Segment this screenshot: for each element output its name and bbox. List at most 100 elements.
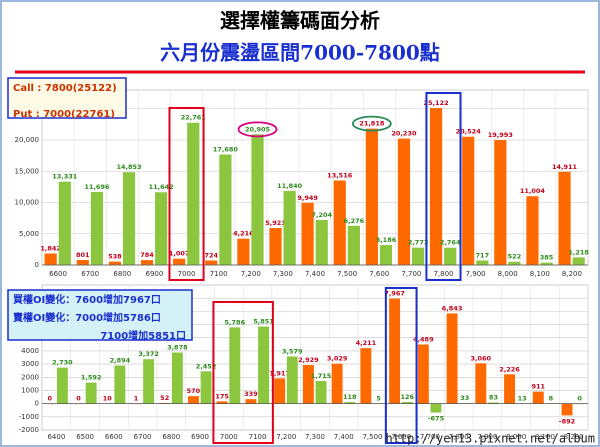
x-tick-label: 7,700: [420, 433, 440, 441]
value-label: 0: [76, 395, 81, 403]
value-label: 1,592: [81, 374, 102, 382]
bar: [333, 180, 346, 265]
value-label: 2,894: [110, 356, 131, 364]
highlight-ellipse: [351, 115, 392, 132]
x-tick-label: 8,200: [564, 433, 584, 441]
x-tick-label: 7,400: [305, 270, 325, 278]
annotation-text: Put : 7000(22761): [13, 109, 115, 120]
bar: [572, 257, 585, 265]
x-tick-label: 7,200: [276, 433, 296, 441]
value-label: 11,004: [520, 187, 546, 195]
value-label: 3,579: [282, 347, 303, 355]
x-tick-label: 6700: [81, 270, 99, 278]
x-tick-label: 7,400: [334, 433, 354, 441]
value-label: 11,696: [84, 183, 110, 191]
value-label: 11,642: [149, 183, 174, 191]
bar: [379, 245, 393, 265]
value-label: 538: [108, 253, 122, 261]
bar: [122, 172, 136, 265]
value-label: 2,730: [52, 359, 73, 367]
bar: [430, 403, 442, 413]
x-tick-label: 7,800: [433, 270, 453, 278]
value-label: 1,715: [311, 372, 332, 380]
x-tick-label: 7100: [249, 433, 267, 441]
value-label: 724: [204, 251, 218, 259]
value-label: 0: [577, 395, 582, 403]
value-label: 5,921: [265, 219, 286, 227]
annotation-box: [7, 289, 193, 341]
x-tick-label: 7,900: [466, 270, 486, 278]
value-label: 784: [140, 251, 154, 259]
bar: [274, 378, 286, 404]
bar: [397, 138, 411, 265]
highlight-box: [425, 92, 462, 281]
x-tick-label: 6800: [162, 433, 180, 441]
value-label: 14,911: [552, 163, 578, 171]
value-label: 5,786: [225, 318, 246, 326]
x-tick-label: 8,000: [506, 433, 526, 441]
annotation-text: Call : 7800(25122): [13, 83, 117, 94]
value-label: 20,524: [456, 128, 482, 136]
bar: [561, 403, 573, 416]
bar: [108, 261, 122, 265]
highlight-box: [168, 107, 205, 281]
value-label: 1,218: [568, 248, 589, 256]
bar: [532, 391, 544, 404]
bar: [360, 348, 372, 404]
x-tick-label: 6600: [49, 270, 67, 278]
bar: [258, 326, 270, 404]
value-label: 3,186: [376, 236, 397, 244]
bar: [58, 181, 71, 265]
value-label: 4,216: [233, 230, 254, 238]
x-tick-label: 8,100: [530, 270, 550, 278]
bar: [251, 134, 264, 265]
value-label: 7,204: [311, 211, 332, 219]
x-tick-label: 6800: [113, 270, 131, 278]
value-label: -675: [428, 415, 445, 423]
highlight-ellipse: [237, 121, 278, 138]
value-label: 25,122: [424, 99, 449, 107]
value-label: 126: [400, 393, 414, 401]
bar: [446, 313, 458, 404]
x-tick-label: 8,100: [535, 433, 555, 441]
value-label: 52: [160, 394, 169, 402]
bar: [76, 259, 89, 265]
bar: [417, 344, 429, 404]
bar: [504, 374, 516, 404]
value-label: 522: [508, 253, 522, 261]
bar: [44, 253, 57, 265]
y-tick-label: 1000: [21, 386, 39, 394]
value-label: 801: [76, 251, 90, 259]
bar: [283, 191, 296, 265]
value-label: 2,764: [440, 239, 461, 247]
bar: [344, 402, 356, 404]
x-tick-label: 7,700: [401, 270, 421, 278]
y-tick-label: 20,000: [15, 136, 40, 144]
bar: [143, 359, 155, 404]
x-tick-label: 6400: [47, 433, 65, 441]
bar: [508, 261, 521, 265]
value-label: 0: [47, 395, 52, 403]
bar: [85, 382, 97, 404]
value-label: 2,773: [408, 239, 429, 247]
y-tick-label: -2000: [19, 426, 39, 434]
y-tick-label: 10,000: [15, 199, 40, 207]
value-label: 8: [549, 395, 554, 403]
value-label: 4,489: [413, 335, 434, 343]
value-label: 3,878: [167, 344, 188, 352]
value-label: 14,853: [116, 163, 141, 171]
value-label: 1,917: [269, 369, 290, 377]
value-label: 1,842: [40, 244, 61, 252]
x-tick-label: 7,300: [305, 433, 325, 441]
value-label: 20,230: [391, 130, 417, 138]
bar: [475, 363, 487, 404]
bar: [171, 352, 183, 404]
value-label: 339: [244, 390, 258, 398]
x-tick-label: 7,600: [391, 433, 411, 441]
bar: [462, 136, 475, 265]
bar: [155, 192, 168, 265]
y-tick-label: 4000: [21, 347, 39, 355]
bar: [216, 401, 228, 404]
